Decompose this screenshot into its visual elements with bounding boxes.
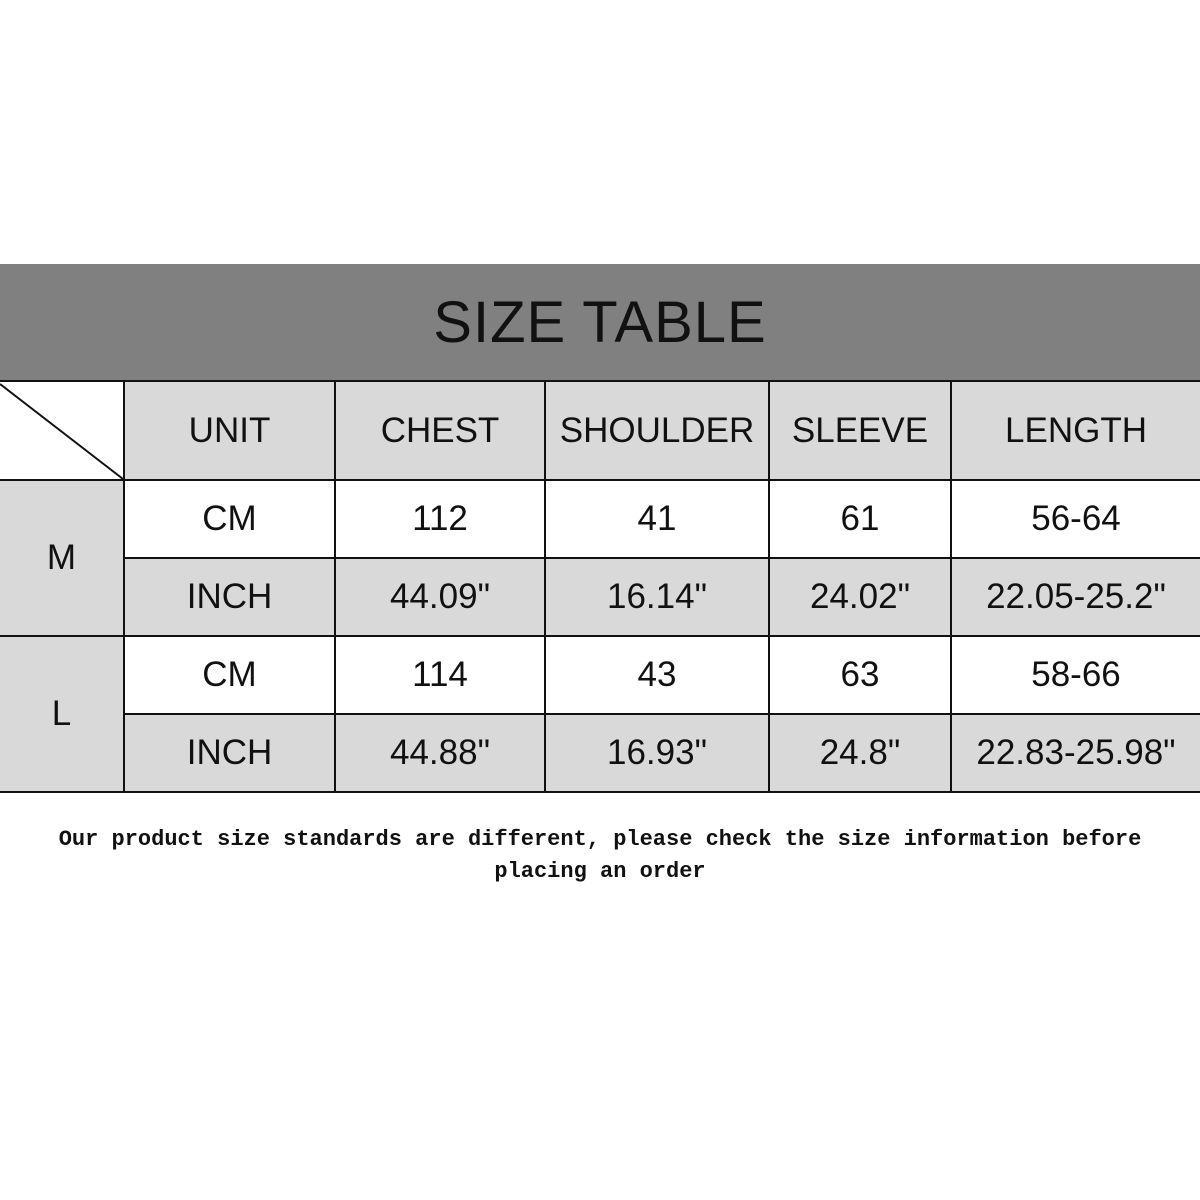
table-cell: 43 (546, 637, 770, 715)
table-cell: 41 (546, 481, 770, 559)
page-title: SIZE TABLE (433, 290, 767, 355)
table-cell: 63 (770, 637, 952, 715)
size-label: M (0, 481, 125, 637)
size-note: Our product size standards are different… (58, 827, 1142, 884)
table-cell: 58-66 (952, 637, 1200, 715)
table-cell: 112 (336, 481, 546, 559)
table-cell: 24.02" (770, 559, 952, 637)
table-cell: 44.09" (336, 559, 546, 637)
table-cell: CM (125, 637, 336, 715)
table-cell: INCH (125, 559, 336, 637)
table-cell: 16.14" (546, 559, 770, 637)
title-band: SIZE TABLE (0, 264, 1200, 381)
table-cell: 22.83-25.98" (952, 715, 1200, 793)
table-cell: 16.93" (546, 715, 770, 793)
table-cell: CM (125, 481, 336, 559)
column-header: SLEEVE (770, 382, 952, 481)
column-header: CHEST (336, 382, 546, 481)
table-cell: 114 (336, 637, 546, 715)
table-cell: 44.88" (336, 715, 546, 793)
size-label: L (0, 637, 125, 793)
table-cell: 24.8" (770, 715, 952, 793)
table-top-border (0, 380, 1200, 382)
table-cell: 22.05-25.2" (952, 559, 1200, 637)
corner-cell (0, 382, 125, 481)
diagonal-line (0, 383, 124, 480)
table-cell: 56-64 (952, 481, 1200, 559)
table-cell: INCH (125, 715, 336, 793)
column-header: LENGTH (952, 382, 1200, 481)
column-header: SHOULDER (546, 382, 770, 481)
column-header: UNIT (125, 382, 336, 481)
table-cell: 61 (770, 481, 952, 559)
